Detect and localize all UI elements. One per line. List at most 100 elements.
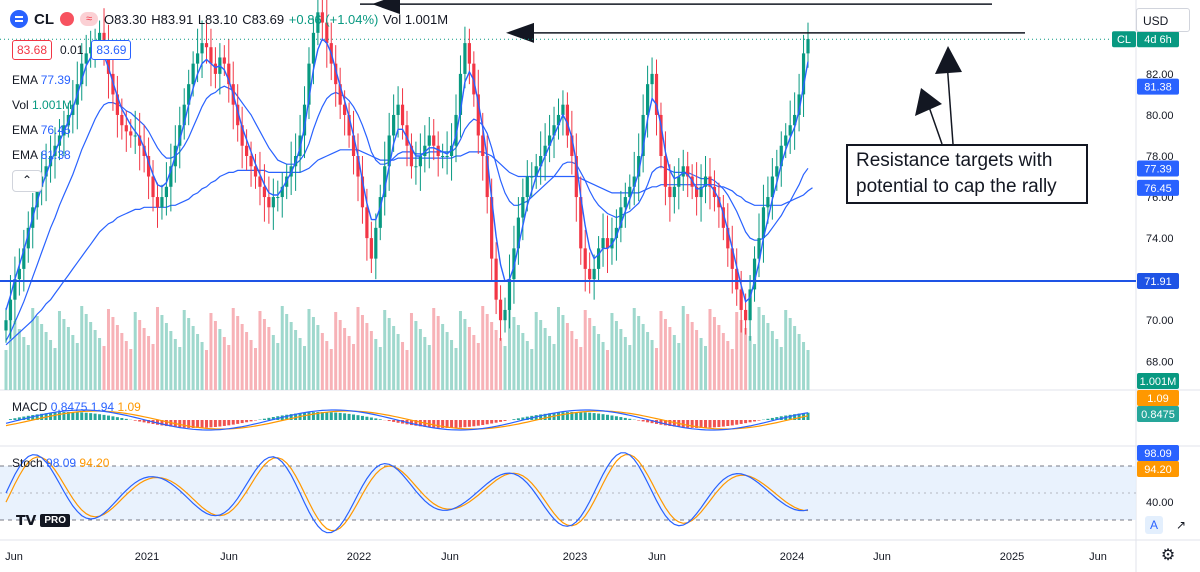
candle-body: [592, 268, 596, 280]
volume-bar: [423, 337, 427, 390]
volume-bar: [71, 335, 75, 390]
symbol-name[interactable]: CL: [34, 10, 54, 28]
candles: [4, 0, 810, 343]
volume-bar: [476, 343, 480, 390]
ema3-legend[interactable]: EMA 81.38: [12, 148, 71, 162]
macd-histogram-bar: [13, 418, 17, 420]
ema3-value: 81.38: [40, 148, 71, 162]
candle-body: [418, 156, 422, 167]
candle-body: [619, 207, 623, 228]
ema2-value: 76.45: [40, 123, 71, 137]
macd-histogram-bar: [432, 420, 436, 428]
volume-bar: [784, 310, 788, 390]
candle-body: [641, 114, 645, 156]
macd-legend[interactable]: MACD 0.8475 1.94 1.09: [12, 400, 141, 414]
macd-histogram-bar: [436, 420, 440, 428]
volume-bar: [637, 316, 641, 390]
volume-bar: [369, 331, 373, 390]
macd-histogram-bar: [565, 412, 569, 420]
volume-bar: [708, 309, 712, 390]
candle-body: [632, 176, 636, 187]
volume-bar: [570, 331, 574, 390]
macd-histogram-bar: [35, 414, 39, 420]
volume-bar: [668, 327, 672, 390]
macd-histogram-bar: [142, 420, 146, 423]
auto-scale-button[interactable]: A: [1145, 516, 1163, 534]
volume-bar: [138, 320, 142, 390]
collapse-legend-button[interactable]: ⌃: [12, 170, 42, 192]
volume-bar: [374, 339, 378, 390]
volume-bar: [436, 316, 440, 390]
volume-bar: [17, 329, 21, 390]
stoch-k-tag-bg: [1137, 445, 1179, 461]
volume-bar: [592, 326, 596, 390]
volume-bar: [556, 307, 560, 390]
volume-bar: [601, 342, 605, 390]
macd-histogram-bar: [623, 417, 627, 420]
macd-histogram-bar: [463, 420, 467, 428]
candle-body: [80, 63, 84, 85]
candle-body: [650, 73, 654, 85]
ask-button[interactable]: 83.69: [91, 40, 132, 60]
macd-histogram-bar: [378, 419, 382, 420]
macd-histogram-bar: [120, 417, 124, 420]
volume-bar: [534, 312, 538, 390]
candle-body: [699, 186, 703, 198]
volume-bar: [481, 306, 485, 390]
macd-histogram-bar: [757, 420, 761, 421]
candle-body: [686, 166, 690, 177]
macd-v2: 1.94: [90, 400, 115, 414]
candle-body: [169, 166, 173, 187]
candle-body: [191, 63, 195, 85]
candle-body: [400, 104, 405, 126]
bid-button[interactable]: 83.68: [12, 40, 53, 60]
currency-select[interactable]: USD: [1136, 8, 1190, 32]
volume-bar: [485, 314, 489, 390]
macd-line: [5, 409, 809, 431]
macd-histogram-bar: [227, 420, 231, 426]
stoch-v1: 98.09: [46, 456, 77, 470]
macd-histogram-bar: [147, 420, 151, 424]
macd-signal-tag: 1.09: [1147, 393, 1168, 405]
volume-bar: [75, 343, 79, 390]
volume-bar: [311, 317, 315, 390]
annotation-callout[interactable]: Resistance targets with potential to cap…: [846, 144, 1088, 204]
ema1-legend[interactable]: EMA 77.39: [12, 73, 71, 87]
y-tick-label: 70.00: [1146, 315, 1174, 327]
macd-histogram-bar: [476, 420, 480, 426]
volume-bar: [249, 340, 253, 390]
macd-histogram-bar: [721, 420, 725, 427]
volume-bar: [677, 343, 681, 390]
candle-body: [271, 197, 275, 208]
volume-bar: [695, 330, 699, 390]
ema-slow-tag: 76.45: [1144, 183, 1172, 195]
candle-body: [583, 248, 587, 269]
candle-body: [187, 84, 191, 105]
stoch-legend[interactable]: Stoch 98.09 94.20: [12, 456, 109, 470]
volume-bar: [187, 318, 191, 390]
volume-bar: [401, 342, 405, 390]
volume-bar: [663, 319, 667, 390]
candle-body: [708, 176, 712, 187]
volume-bar: [574, 339, 578, 390]
volume-bar: [115, 325, 119, 390]
ema2-legend[interactable]: EMA 76.45: [12, 123, 71, 137]
macd-histogram-bar: [311, 412, 315, 420]
x-tick-label: Jun: [5, 551, 23, 563]
volume-legend[interactable]: Vol 1.001M: [12, 98, 72, 112]
macd-histogram-bar: [62, 412, 66, 420]
macd-histogram-bar: [735, 420, 739, 425]
settings-gear-icon[interactable]: ⚙: [1160, 547, 1176, 564]
macd-histogram-bar: [178, 420, 182, 428]
countdown-tag: 4d 6h: [1144, 34, 1172, 46]
macd-signal-line: [5, 410, 809, 430]
log-scale-button[interactable]: ↗: [1175, 518, 1187, 532]
ema3-label: EMA: [12, 148, 38, 162]
macd-histogram-bar: [365, 416, 369, 420]
macd-histogram-bar: [155, 420, 159, 425]
ema-mid-tag: 77.39: [1144, 164, 1172, 176]
candle-body: [222, 57, 226, 64]
macd-histogram-bar: [467, 420, 471, 427]
candle-body: [752, 258, 757, 290]
